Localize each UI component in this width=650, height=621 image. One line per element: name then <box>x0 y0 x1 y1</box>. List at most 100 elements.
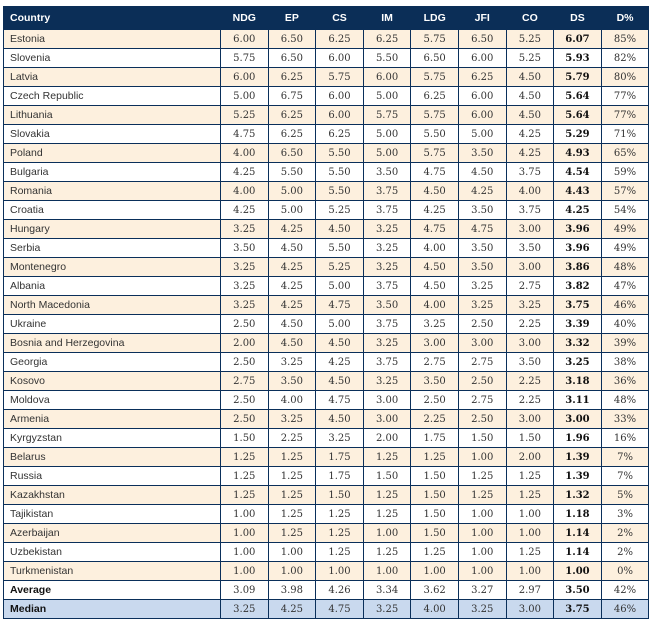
score-cell-co: 2.97 <box>505 580 555 600</box>
score-cell-ndg: 2.00 <box>220 333 269 353</box>
score-cell-ndg: 5.00 <box>220 86 269 106</box>
score-cell-co: 3.50 <box>505 352 555 372</box>
score-cell-im: 1.50 <box>362 466 412 486</box>
score-cell-cs: 4.75 <box>315 390 364 410</box>
score-cell-ep: 3.25 <box>267 409 317 429</box>
score-cell-ep: 6.25 <box>267 105 317 125</box>
score-cell-ldg: 6.50 <box>410 48 459 68</box>
average-row: Average 3.09 3.98 4.26 3.34 3.62 3.27 2.97 3.50 4… <box>3 580 650 600</box>
d-percent-cell: 7% <box>600 447 650 467</box>
country-scores-table: Country NDG EP CS IM LDG JFI CO DS D% Estonia 6.00… <box>3 6 650 619</box>
score-cell-im: 3.25 <box>362 238 412 258</box>
d-percent-cell: 77% <box>600 105 650 125</box>
score-cell-ep: 2.25 <box>267 428 317 448</box>
score-cell-ndg: 2.50 <box>220 314 269 334</box>
score-cell-cs: 4.75 <box>315 599 364 619</box>
ds-score-cell: 3.96 <box>553 219 602 239</box>
header-row: Country NDG EP CS IM LDG JFI CO DS D% <box>3 6 650 30</box>
country-name-cell: Poland <box>3 143 221 163</box>
score-cell-cs: 5.25 <box>315 257 364 277</box>
score-cell-ep: 4.00 <box>267 390 317 410</box>
score-cell-ldg: 4.00 <box>410 238 459 258</box>
column-header-im: IM <box>362 6 412 30</box>
country-name-cell: Belarus <box>3 447 221 467</box>
score-cell-jfi: 5.00 <box>457 124 507 144</box>
score-cell-ndg: 4.25 <box>220 162 269 182</box>
score-cell-ndg: 3.25 <box>220 599 269 619</box>
d-percent-cell: 33% <box>600 409 650 429</box>
ds-score-cell: 3.82 <box>553 276 602 296</box>
country-name-cell: Estonia <box>3 29 221 49</box>
table-header: Country NDG EP CS IM LDG JFI CO DS D% <box>3 6 650 30</box>
score-cell-im: 3.34 <box>362 580 412 600</box>
score-cell-im: 3.25 <box>362 257 412 277</box>
score-cell-jfi: 2.50 <box>457 371 507 391</box>
score-cell-cs: 5.50 <box>315 181 364 201</box>
ds-score-cell: 1.18 <box>553 504 602 524</box>
ds-score-cell: 4.25 <box>553 200 602 220</box>
score-cell-im: 6.00 <box>362 67 412 87</box>
score-cell-ldg: 3.00 <box>410 333 459 353</box>
score-cell-ldg: 5.75 <box>410 105 459 125</box>
score-cell-ndg: 4.00 <box>220 143 269 163</box>
score-cell-ndg: 1.00 <box>220 561 269 581</box>
d-percent-cell: 38% <box>600 352 650 372</box>
score-cell-im: 3.50 <box>362 162 412 182</box>
score-cell-im: 3.75 <box>362 352 412 372</box>
ds-score-cell: 1.00 <box>553 561 602 581</box>
country-name-cell: Latvia <box>3 67 221 87</box>
table-row: Tajikistan 1.00 1.25 1.25 1.25 1.50 1.00 1.00 1.… <box>3 504 650 524</box>
table-row: Kosovo 2.75 3.50 4.50 3.25 3.50 2.50 2.25 3.18 36… <box>3 371 650 391</box>
score-cell-jfi: 3.25 <box>457 276 507 296</box>
score-cell-jfi: 6.25 <box>457 67 507 87</box>
score-cell-ep: 4.25 <box>267 219 317 239</box>
score-cell-cs: 5.50 <box>315 238 364 258</box>
score-cell-cs: 4.50 <box>315 333 364 353</box>
score-cell-jfi: 1.25 <box>457 485 507 505</box>
score-cell-cs: 1.25 <box>315 504 364 524</box>
table-row: Czech Republic 5.00 6.75 6.00 5.00 6.25 6.00 4.… <box>3 86 650 106</box>
ds-score-cell: 5.93 <box>553 48 602 68</box>
country-name-cell: Bosnia and Herzegovina <box>3 333 221 353</box>
d-percent-cell: 46% <box>600 599 650 619</box>
d-percent-cell: 65% <box>600 143 650 163</box>
score-cell-im: 3.25 <box>362 599 412 619</box>
score-cell-jfi: 3.27 <box>457 580 507 600</box>
d-percent-cell: 16% <box>600 428 650 448</box>
score-cell-ldg: 4.00 <box>410 599 459 619</box>
table-row: Russia 1.25 1.25 1.75 1.50 1.50 1.25 1.25 1.39 7% <box>3 466 650 486</box>
score-cell-ndg: 1.00 <box>220 542 269 562</box>
score-cell-ndg: 2.50 <box>220 409 269 429</box>
score-cell-co: 1.25 <box>505 485 555 505</box>
score-cell-co: 2.25 <box>505 390 555 410</box>
score-cell-jfi: 6.00 <box>457 86 507 106</box>
score-cell-jfi: 3.00 <box>457 333 507 353</box>
score-cell-ndg: 2.75 <box>220 371 269 391</box>
ds-score-cell: 1.14 <box>553 542 602 562</box>
score-cell-im: 3.75 <box>362 276 412 296</box>
score-cell-co: 3.00 <box>505 599 555 619</box>
d-percent-cell: 57% <box>600 181 650 201</box>
score-cell-ep: 4.25 <box>267 257 317 277</box>
score-cell-ndg: 5.25 <box>220 105 269 125</box>
score-cell-co: 3.00 <box>505 219 555 239</box>
country-name-cell: Czech Republic <box>3 86 221 106</box>
ds-score-cell: 3.00 <box>553 409 602 429</box>
score-cell-im: 1.25 <box>362 504 412 524</box>
table-row: Moldova 2.50 4.00 4.75 3.00 2.50 2.75 2.25 3.11 4… <box>3 390 650 410</box>
score-cell-jfi: 4.75 <box>457 219 507 239</box>
score-cell-ndg: 3.25 <box>220 276 269 296</box>
score-cell-ep: 6.75 <box>267 86 317 106</box>
country-name-cell: Albania <box>3 276 221 296</box>
score-cell-ldg: 1.00 <box>410 561 459 581</box>
country-name-cell: Ukraine <box>3 314 221 334</box>
score-cell-ep: 1.25 <box>267 466 317 486</box>
ds-score-cell: 1.96 <box>553 428 602 448</box>
score-cell-ndg: 1.25 <box>220 466 269 486</box>
score-cell-ndg: 4.00 <box>220 181 269 201</box>
score-cell-im: 3.25 <box>362 219 412 239</box>
table-row: Latvia 6.00 6.25 5.75 6.00 5.75 6.25 4.50 5.79 80… <box>3 67 650 87</box>
score-cell-im: 5.00 <box>362 86 412 106</box>
column-header-ep: EP <box>267 6 317 30</box>
score-cell-ldg: 3.25 <box>410 314 459 334</box>
